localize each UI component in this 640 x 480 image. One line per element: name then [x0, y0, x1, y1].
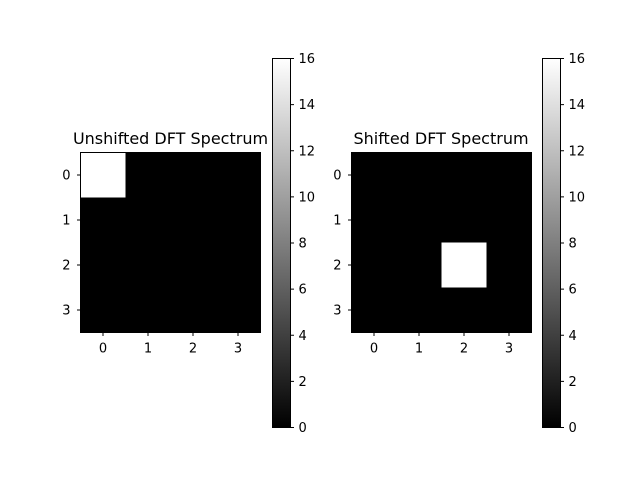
colorbar-tick-label: 4	[299, 329, 307, 344]
colorbar-tick-label: 8	[299, 237, 307, 252]
colorbar-tick-label: 16	[569, 52, 586, 67]
heatmap-cell	[215, 197, 261, 243]
heatmap-cell	[170, 242, 216, 288]
x-tick-label: 1	[415, 342, 423, 357]
heatmap-cell	[170, 197, 216, 243]
colorbar-tick-label: 14	[299, 98, 316, 113]
plot-frame	[80, 152, 261, 333]
x-tick-label: 3	[505, 342, 513, 357]
heatmap-cell	[125, 152, 171, 198]
heatmap-cell	[215, 287, 261, 333]
colorbar-tick-label: 6	[569, 283, 577, 298]
colorbar-tick-label: 12	[299, 144, 316, 159]
y-tick-label: 3	[62, 304, 70, 319]
heatmap-cell	[396, 242, 442, 288]
colorbar-tick-label: 8	[569, 237, 577, 252]
heatmap-cell	[486, 197, 532, 243]
colorbar-tick-label: 10	[569, 190, 586, 205]
x-tick-label: 1	[144, 342, 152, 357]
heatmap-cell	[125, 287, 171, 333]
y-tick-label: 2	[62, 259, 70, 274]
heatmap-cell	[80, 197, 126, 243]
x-tick-label: 2	[189, 342, 197, 357]
colorbar-gradient	[542, 58, 561, 428]
heatmap-cell	[486, 287, 532, 333]
heatmap-cell	[80, 287, 126, 333]
plot-frame	[351, 152, 532, 333]
heatmap-cell	[215, 152, 261, 198]
heatmap-cell	[486, 152, 532, 198]
colorbar-tick-label: 16	[299, 52, 316, 67]
heatmap-cell	[351, 197, 397, 243]
colorbar-tick-label: 10	[299, 190, 316, 205]
heatmap-cell	[215, 242, 261, 288]
y-tick-label: 0	[62, 169, 70, 184]
y-tick-label: 1	[62, 214, 70, 229]
heatmap-cell	[125, 242, 171, 288]
heatmap-cell	[441, 152, 487, 198]
chart-title: Shifted DFT Spectrum	[353, 129, 528, 148]
heatmap-cell	[441, 242, 487, 288]
heatmap-cell	[80, 242, 126, 288]
colorbar-tick-label: 0	[569, 421, 577, 436]
colorbar-tick-label: 6	[299, 283, 307, 298]
heatmap-cell	[125, 197, 171, 243]
heatmap-cell	[396, 197, 442, 243]
heatmap-cell	[441, 287, 487, 333]
x-tick-label: 2	[460, 342, 468, 357]
colorbar-tick-label: 2	[569, 375, 577, 390]
colorbar-tick-label: 14	[569, 98, 586, 113]
colorbar-tick-label: 12	[569, 144, 586, 159]
colorbar-tick-label: 0	[299, 421, 307, 436]
y-tick-label: 1	[333, 214, 341, 229]
heatmap-cell	[80, 152, 126, 198]
heatmap-cell	[486, 242, 532, 288]
x-tick-label: 0	[370, 342, 378, 357]
colorbar-tick-label: 4	[569, 329, 577, 344]
colorbar: 0 2 4 6 8 10 12 14 16	[272, 52, 316, 436]
y-tick-label: 3	[333, 304, 341, 319]
x-tick-label: 0	[99, 342, 107, 357]
heatmap-cell	[441, 197, 487, 243]
heatmap-cell	[351, 152, 397, 198]
heatmap-cell	[396, 152, 442, 198]
heatmap-cell	[396, 287, 442, 333]
heatmap-cell	[351, 242, 397, 288]
y-tick-label: 2	[333, 259, 341, 274]
y-tick-label: 0	[333, 169, 341, 184]
colorbar-gradient	[272, 58, 291, 428]
heatmap-cell	[170, 152, 216, 198]
chart-title: Unshifted DFT Spectrum	[73, 129, 268, 148]
x-tick-label: 3	[234, 342, 242, 357]
heatmap-cell	[170, 287, 216, 333]
colorbar: 0 2 4 6 8 10 12 14 16	[542, 52, 586, 436]
heatmap-cell	[351, 287, 397, 333]
colorbar-tick-label: 2	[299, 375, 307, 390]
